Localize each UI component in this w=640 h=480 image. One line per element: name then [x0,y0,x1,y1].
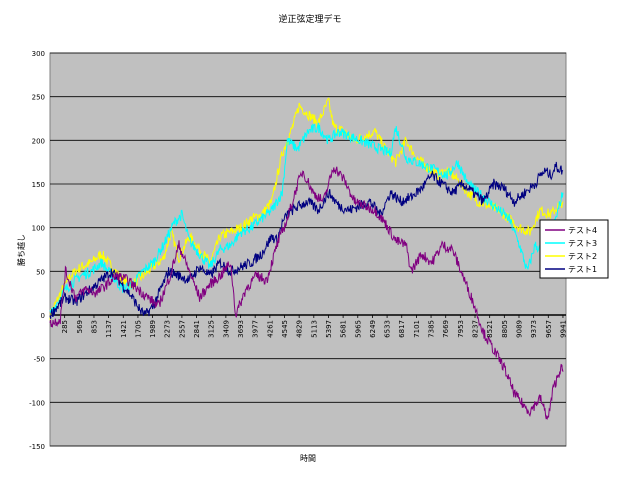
x-tick-label: 8237 [472,320,480,338]
x-tick-label: 3409 [222,320,230,338]
x-tick-label: 4545 [281,320,289,338]
x-tick-label: 1989 [149,320,157,338]
y-tick-label: -50 [34,356,45,364]
y-tick-label: 150 [32,181,45,189]
legend-label-テスト4: テスト4 [568,226,597,235]
x-tick-label: 7953 [457,320,465,338]
y-tick-label: -100 [29,399,45,407]
x-tick-label: 8521 [486,320,494,338]
x-tick-label: 853 [90,320,98,333]
x-tick-label: 6533 [384,320,392,338]
series-line-テスト2 [49,97,564,321]
x-tick-label: 5965 [354,320,362,338]
x-tick-label: 9941 [559,320,567,338]
x-tick-label: 8805 [501,320,509,338]
y-tick-label: 200 [32,137,45,145]
x-tick-label: 2841 [193,320,201,338]
x-tick-label: 1421 [120,320,128,338]
x-axis: 285 569 853 1137 1421 1705 1989 2273 2557 2841 312… [61,315,567,338]
x-tick-label: 4829 [296,320,304,338]
x-tick-label: 1705 [134,320,142,338]
legend-label-テスト1: テスト1 [568,265,597,274]
x-tick-label: 5397 [325,320,333,338]
y-tick-label: 300 [32,50,45,58]
x-tick-label: 3977 [252,320,260,338]
x-axis-label: 時間 [300,454,316,463]
x-tick-label: 2557 [178,320,186,338]
series-line-テスト4 [49,166,564,421]
chart-title: 逆正弦定理デモ [278,13,341,25]
x-tick-label: 4261 [266,320,274,338]
x-tick-label: 7101 [413,320,421,338]
x-tick-label: 285 [61,320,69,333]
x-tick-label: 9089 [515,320,523,338]
x-tick-label: 6249 [369,320,377,338]
y-axis-label: 勝ち越し [16,234,26,266]
y-tick-label: 250 [32,94,45,102]
y-tick-label: -150 [29,443,45,451]
x-tick-label: 6817 [398,320,406,338]
x-tick-label: 9657 [545,320,553,338]
legend: テスト4 テスト3 テスト2 テスト1 [539,219,609,279]
x-tick-label: 1137 [105,320,113,338]
x-tick-label: 5113 [310,320,318,338]
y-tick-label: 50 [36,268,45,276]
legend-label-テスト2: テスト2 [568,252,597,261]
x-tick-label: 569 [76,320,84,333]
x-tick-label: 3125 [208,320,216,338]
y-tick-label: 100 [32,225,45,233]
legend-label-テスト3: テスト3 [568,239,597,248]
series-lines [49,97,564,421]
grid [50,52,566,447]
y-axis: 300 250 200 150 100 50 0 -50 -100 -150 [29,50,45,451]
x-tick-label: 2273 [164,320,172,338]
series-line-テスト1 [49,161,564,319]
x-tick-label: 5681 [340,320,348,338]
x-tick-label: 3693 [237,320,245,338]
x-tick-label: 7669 [442,320,450,338]
x-tick-label: 9373 [530,320,538,338]
x-tick-label: 7385 [428,320,436,338]
y-tick-label: 0 [41,312,45,320]
plot-area [49,52,567,447]
